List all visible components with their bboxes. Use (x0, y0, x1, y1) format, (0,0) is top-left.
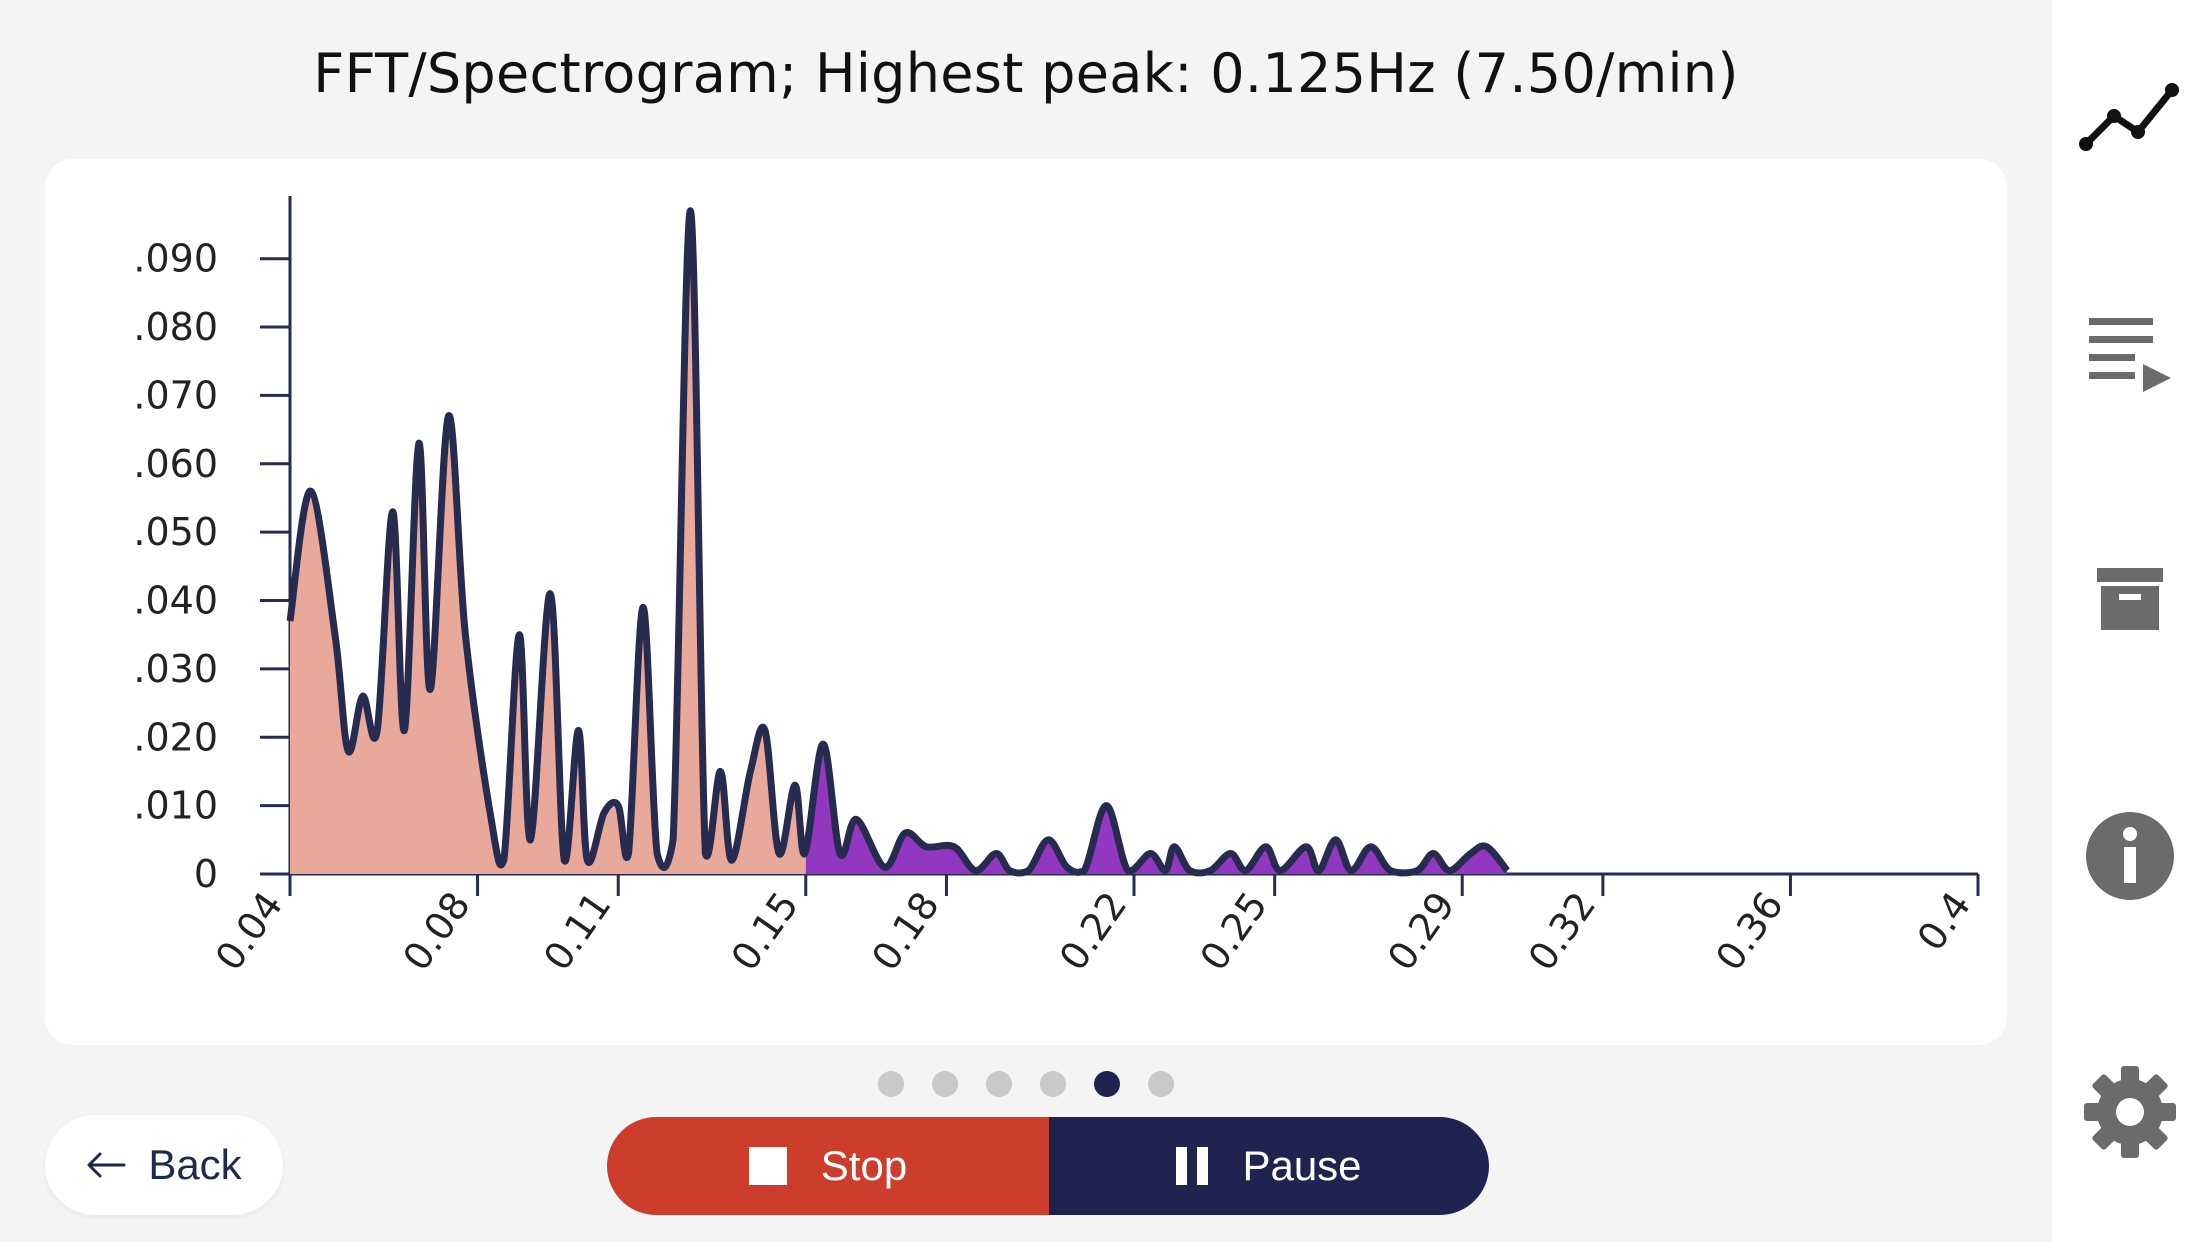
y-tick-label: .050 (133, 510, 218, 554)
x-tick-label: 0.04 (207, 884, 292, 979)
x-tick-label: 0.11 (535, 884, 620, 979)
page-indicator (0, 1071, 2052, 1097)
y-tick-label: .090 (133, 237, 218, 281)
x-tick-label: 0.15 (723, 884, 808, 979)
pause-icon (1176, 1147, 1209, 1185)
low-frequency-band-area (290, 210, 806, 874)
chart-line-icon[interactable] (2052, 80, 2208, 160)
page-dot[interactable] (878, 1071, 904, 1097)
x-tick-label: 0.29 (1379, 884, 1464, 979)
x-tick-label: 0.08 (394, 884, 479, 979)
spectrogram-chart: 0 .010 .020 .030 .040 .050 .060 .070 .080 .090 0.… (133, 196, 1980, 979)
info-icon[interactable] (2052, 810, 2208, 902)
y-tick-label: .060 (133, 442, 218, 486)
archive-icon[interactable] (2052, 566, 2208, 632)
page-dot[interactable] (1094, 1071, 1120, 1097)
spectrogram-chart-card: 0 .010 .020 .030 .040 .050 .060 .070 .080 .090 0.… (45, 159, 2007, 1045)
arrow-left-icon (87, 1152, 126, 1178)
page-dot[interactable] (986, 1071, 1012, 1097)
y-tick-label: .010 (133, 784, 218, 828)
y-axis: 0 .010 .020 .030 .040 .050 .060 .070 .080 .090 (133, 196, 292, 896)
back-label: Back (148, 1141, 242, 1188)
page-title: FFT/Spectrogram; Highest peak: 0.125Hz (… (313, 42, 1739, 105)
x-tick-label: 0.36 (1707, 884, 1792, 979)
y-tick-label: 0 (194, 852, 218, 896)
y-tick-label: .030 (133, 647, 218, 691)
page-dot[interactable] (932, 1071, 958, 1097)
page-dot[interactable] (1148, 1071, 1174, 1097)
page-dot[interactable] (1040, 1071, 1066, 1097)
x-tick-label: 0.18 (863, 884, 948, 979)
settings-gear-icon[interactable] (2052, 1065, 2208, 1159)
y-tick-label: .080 (133, 305, 218, 349)
playlist-icon[interactable] (2052, 316, 2208, 396)
y-tick-label: .040 (133, 579, 218, 623)
x-axis: 0.04 0.08 0.11 0.15 0.18 0.22 0.25 0.29 0.32 0.36… (207, 872, 1980, 979)
spectrum-series-line (286, 207, 1510, 877)
stop-icon (748, 1147, 787, 1185)
x-tick-label: 0.22 (1051, 884, 1136, 979)
x-tick-label: 0.25 (1191, 884, 1276, 979)
pause-label: Pause (1242, 1142, 1362, 1189)
right-sidebar (2052, 0, 2208, 1242)
y-tick-label: .070 (133, 373, 218, 417)
stop-button[interactable]: Stop (607, 1117, 1049, 1215)
x-tick-label: 0.32 (1520, 884, 1605, 979)
pause-button[interactable]: Pause (1049, 1117, 1489, 1215)
y-tick-label: .020 (133, 715, 218, 759)
x-tick-label: 0.4 (1909, 884, 1980, 959)
back-button[interactable]: Back (45, 1115, 283, 1215)
stop-label: Stop (820, 1142, 908, 1189)
